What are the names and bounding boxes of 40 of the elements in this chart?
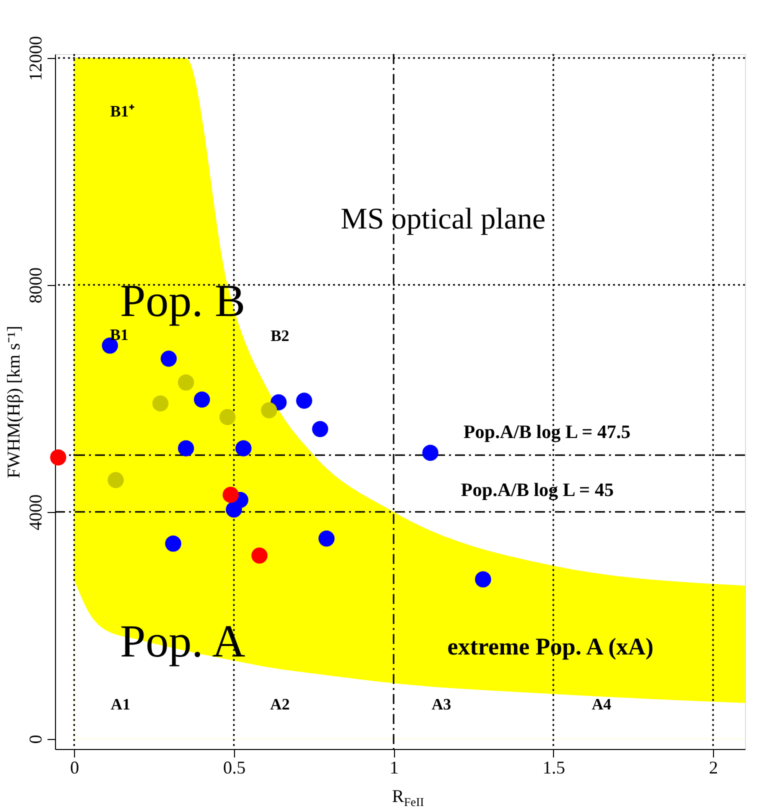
annotation: B1	[110, 326, 129, 344]
point	[178, 440, 194, 456]
point	[178, 374, 194, 391]
y-tick-label: 4000	[26, 494, 46, 530]
annotation: B1⁺	[110, 104, 135, 121]
annotation: A1	[110, 696, 130, 714]
x-tick-label: 2	[709, 758, 718, 778]
y-tick-label: 0	[26, 734, 46, 744]
point	[219, 409, 236, 426]
annotation: Pop.A/B log L = 45	[460, 480, 614, 501]
point	[194, 391, 210, 408]
point	[474, 571, 492, 588]
point	[312, 420, 328, 438]
point	[222, 486, 239, 503]
point	[296, 392, 312, 409]
point	[160, 350, 177, 367]
x-tick-label: 0	[70, 758, 80, 778]
point	[165, 536, 182, 552]
y-tick-label: 8000	[26, 267, 46, 304]
x-tick-label: 1.5	[542, 758, 566, 778]
annotation: Pop.A/B log L = 47.5	[463, 422, 631, 444]
point	[108, 472, 124, 488]
annotation: extreme Pop. A (xA)	[447, 634, 654, 661]
y-tick-label: 12000	[26, 36, 46, 81]
x-tick-label: 0.5	[223, 758, 246, 778]
x-tick-label: 1	[390, 758, 399, 778]
point	[152, 395, 168, 412]
point	[260, 402, 278, 418]
point	[251, 547, 268, 564]
point	[226, 502, 242, 518]
annotation: A4	[592, 696, 612, 714]
annotation: MS optical plane	[340, 202, 546, 236]
point	[235, 440, 252, 456]
y-axis-title: FWHM(Hβ) [km s⁻¹]	[4, 326, 24, 478]
point	[318, 530, 335, 547]
annotation: B2	[270, 328, 290, 346]
point	[422, 444, 438, 461]
annotation: A2	[270, 696, 290, 714]
point	[50, 449, 66, 466]
annotation: A3	[432, 696, 452, 714]
